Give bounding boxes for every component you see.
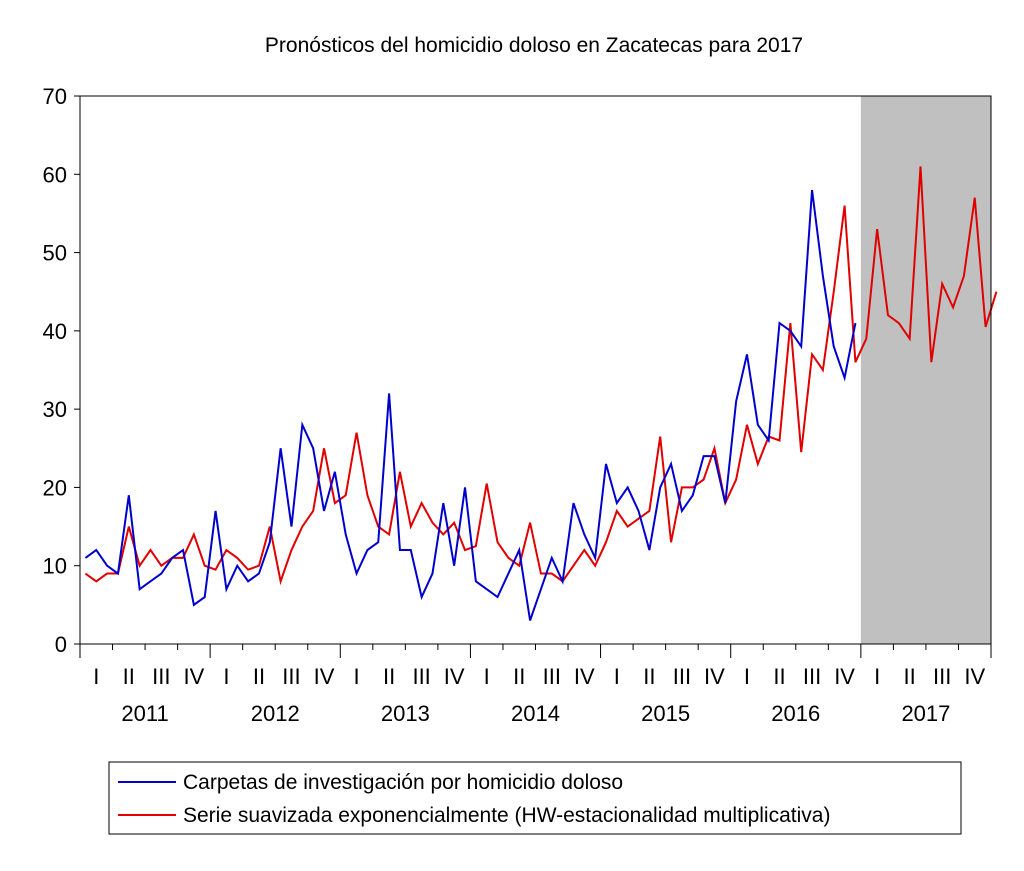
x-quarter-label: I bbox=[223, 664, 229, 689]
x-quarter-label: I bbox=[93, 664, 99, 689]
y-tick-label: 70 bbox=[43, 84, 67, 109]
x-quarter-label: III bbox=[543, 664, 561, 689]
x-quarter-label: III bbox=[673, 664, 691, 689]
x-quarter-label: II bbox=[773, 664, 785, 689]
forecast-shade bbox=[860, 96, 991, 644]
y-tick-label: 30 bbox=[43, 397, 67, 422]
y-tick-label: 0 bbox=[55, 632, 67, 657]
x-quarter-label: III bbox=[803, 664, 821, 689]
plot-frame bbox=[79, 95, 992, 645]
series-line-suavizada bbox=[84, 166, 998, 586]
legend-box bbox=[108, 761, 962, 835]
x-quarter-label: IV bbox=[574, 664, 595, 689]
x-quarter-label: IV bbox=[964, 664, 985, 689]
y-tick-label: 50 bbox=[43, 241, 67, 266]
x-quarter-label: I bbox=[874, 664, 880, 689]
x-quarter-label: II bbox=[253, 664, 265, 689]
x-quarter-label: II bbox=[383, 664, 395, 689]
x-quarter-label: III bbox=[412, 664, 430, 689]
x-quarter-label: IV bbox=[704, 664, 725, 689]
x-year-label: 2012 bbox=[251, 701, 300, 726]
x-quarter-label: II bbox=[513, 664, 525, 689]
y-tick-label: 20 bbox=[43, 475, 67, 500]
x-quarter-label: IV bbox=[834, 664, 855, 689]
x-quarter-label: I bbox=[484, 664, 490, 689]
x-year-label: 2013 bbox=[381, 701, 430, 726]
x-quarter-label: II bbox=[904, 664, 916, 689]
x-quarter-label: III bbox=[282, 664, 300, 689]
chart-title: Pronósticos del homicidio doloso en Zaca… bbox=[265, 34, 803, 57]
x-year-label: 2014 bbox=[511, 701, 560, 726]
x-quarter-label: III bbox=[152, 664, 170, 689]
x-year-label: 2017 bbox=[901, 701, 950, 726]
x-year-label: 2015 bbox=[641, 701, 690, 726]
series-line-carpetas bbox=[84, 189, 857, 621]
legend: Carpetas de investigación por homicidio … bbox=[108, 761, 962, 835]
x-quarter-label: II bbox=[643, 664, 655, 689]
x-year-label: 2011 bbox=[121, 701, 168, 726]
x-quarter-label: IV bbox=[314, 664, 335, 689]
x-quarter-label: IV bbox=[444, 664, 465, 689]
legend-label-suavizada: Serie suavizada exponencialmente (HW-est… bbox=[183, 804, 830, 827]
y-tick-label: 40 bbox=[43, 319, 67, 344]
x-quarter-label: II bbox=[123, 664, 135, 689]
x-quarter-label: IV bbox=[183, 664, 204, 689]
x-quarter-label: III bbox=[933, 664, 951, 689]
y-tick-label: 60 bbox=[43, 162, 67, 187]
x-year-label: 2016 bbox=[771, 701, 820, 726]
x-quarter-label: I bbox=[744, 664, 750, 689]
x-quarter-label: I bbox=[614, 664, 620, 689]
x-quarter-label: I bbox=[353, 664, 359, 689]
legend-label-carpetas: Carpetas de investigación por homicidio … bbox=[183, 771, 623, 794]
y-tick-label: 10 bbox=[43, 554, 67, 579]
